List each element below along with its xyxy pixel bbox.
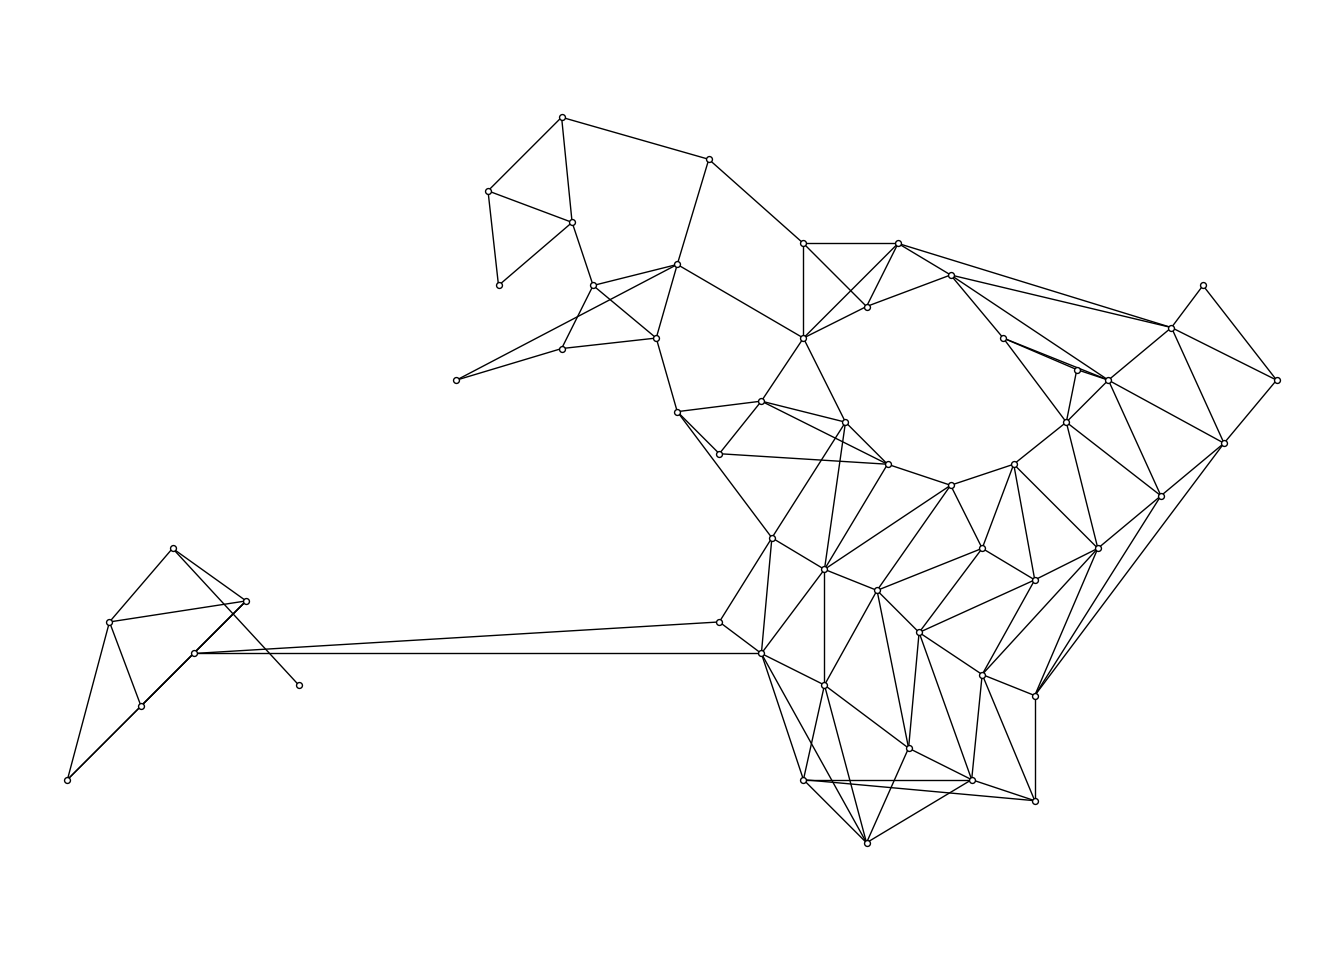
Point [1003, 457, 1024, 472]
Point [667, 256, 688, 272]
Point [551, 109, 573, 125]
Point [1055, 415, 1077, 430]
Point [56, 772, 78, 787]
Point [856, 299, 878, 314]
Point [793, 330, 814, 346]
Point [1150, 488, 1172, 503]
Point [876, 457, 898, 472]
Point [708, 446, 730, 462]
Point [708, 614, 730, 630]
Point [645, 330, 667, 346]
Point [750, 394, 771, 409]
Point [1024, 572, 1046, 588]
Point [856, 835, 878, 851]
Point [1266, 372, 1288, 388]
Point [793, 772, 814, 787]
Point [98, 614, 120, 630]
Point [813, 678, 835, 693]
Point [1192, 277, 1214, 293]
Point [992, 330, 1013, 346]
Point [446, 372, 468, 388]
Point [867, 583, 888, 598]
Point [130, 698, 152, 713]
Point [939, 267, 961, 282]
Point [1066, 362, 1087, 377]
Point [761, 530, 782, 545]
Point [961, 772, 982, 787]
Point [235, 593, 257, 609]
Point [582, 277, 603, 293]
Point [898, 740, 919, 756]
Point [1161, 320, 1183, 335]
Point [909, 625, 930, 640]
Point [488, 277, 509, 293]
Point [161, 540, 183, 556]
Point [835, 415, 856, 430]
Point [793, 236, 814, 252]
Point [1024, 688, 1046, 704]
Point [551, 341, 573, 356]
Point [477, 183, 499, 199]
Point [1098, 372, 1120, 388]
Point [972, 540, 993, 556]
Point [1087, 540, 1109, 556]
Point [939, 477, 961, 492]
Point [972, 667, 993, 683]
Point [813, 562, 835, 577]
Point [562, 215, 583, 230]
Point [1214, 436, 1235, 451]
Point [698, 152, 719, 167]
Point [288, 678, 309, 693]
Point [887, 236, 909, 252]
Point [183, 646, 204, 661]
Point [1024, 793, 1046, 808]
Point [750, 646, 771, 661]
Point [667, 404, 688, 420]
